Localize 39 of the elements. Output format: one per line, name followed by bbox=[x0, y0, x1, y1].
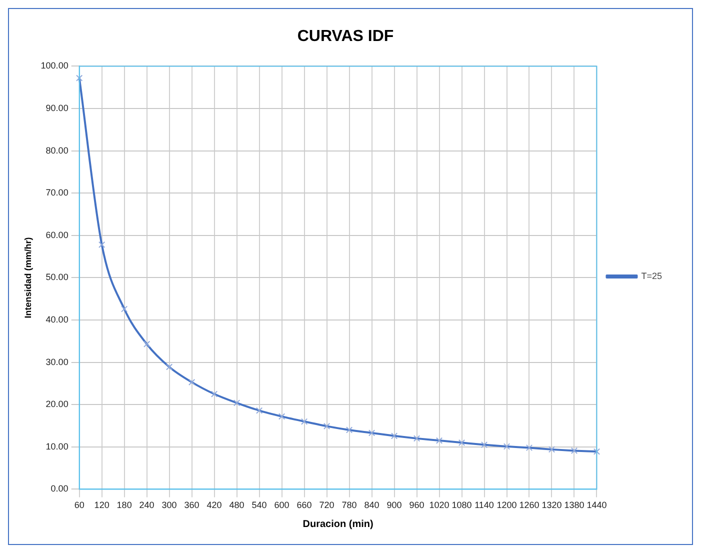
y-tick-label: 70.00 bbox=[46, 188, 68, 198]
x-tick-label: 420 bbox=[206, 500, 222, 510]
x-tick-label: 600 bbox=[274, 500, 290, 510]
y-axis-title: Intensidad (mm/hr) bbox=[22, 237, 33, 318]
x-tick-label: 840 bbox=[364, 500, 380, 510]
x-tick-label: 300 bbox=[162, 500, 177, 510]
x-tick-label: 1380 bbox=[564, 500, 584, 510]
x-tick-label: 540 bbox=[252, 500, 267, 510]
x-tick-label: 480 bbox=[229, 500, 244, 510]
x-tick-label: 1440 bbox=[586, 500, 607, 510]
x-tick-label: 1080 bbox=[452, 500, 472, 510]
x-tick-label: 1200 bbox=[496, 500, 517, 510]
y-tick-label: 0.00 bbox=[50, 484, 68, 494]
x-tick-label: 180 bbox=[116, 500, 132, 510]
x-tick-label: 1320 bbox=[542, 500, 562, 510]
x-tick-label: 1140 bbox=[474, 500, 494, 510]
y-tick-label: 10.00 bbox=[46, 441, 68, 452]
y-tick-label: 30.00 bbox=[46, 356, 68, 367]
x-tick-label: 120 bbox=[94, 500, 110, 510]
x-tick-label: 240 bbox=[139, 500, 154, 510]
x-tick-label: 960 bbox=[409, 500, 424, 510]
x-tick-label: 720 bbox=[319, 500, 334, 510]
y-tick-label: 20.00 bbox=[46, 399, 68, 410]
x-tick-label: 60 bbox=[74, 500, 84, 510]
x-axis-title: Duracion (min) bbox=[302, 518, 374, 530]
y-tick-label: 40.00 bbox=[46, 314, 68, 324]
x-tick-label: 780 bbox=[342, 500, 357, 510]
chart-title: CURVAS IDF bbox=[297, 28, 394, 46]
x-tick-label: 360 bbox=[184, 500, 200, 510]
x-tick-label: 660 bbox=[296, 500, 312, 510]
y-tick-label: 50.00 bbox=[46, 272, 68, 282]
legend-label: T=25 bbox=[641, 270, 662, 281]
y-tick-label: 100.00 bbox=[40, 60, 68, 71]
y-tick-label: 90.00 bbox=[46, 102, 68, 113]
y-tick-label: 80.00 bbox=[46, 145, 68, 156]
y-tick-label: 60.00 bbox=[46, 230, 68, 240]
x-tick-label: 1020 bbox=[429, 500, 450, 510]
x-tick-label: 900 bbox=[386, 500, 402, 510]
x-tick-label: 1260 bbox=[519, 500, 540, 510]
